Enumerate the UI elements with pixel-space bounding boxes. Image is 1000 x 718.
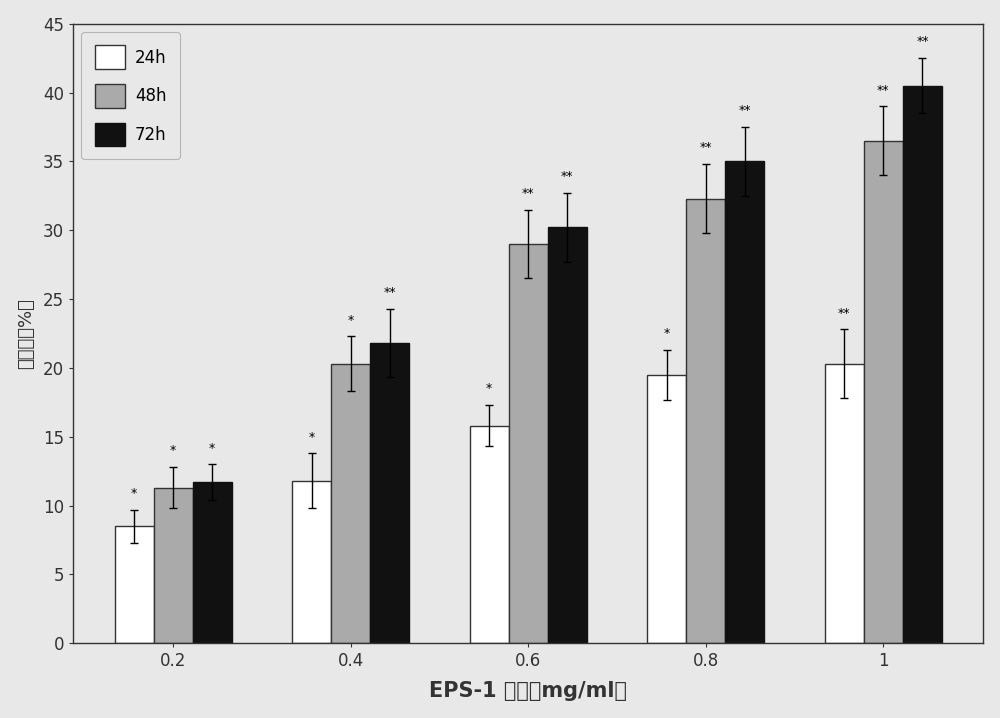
Bar [470, 426, 509, 643]
Bar [864, 141, 903, 643]
Bar [647, 375, 686, 643]
Bar [331, 364, 370, 643]
Bar [725, 162, 764, 643]
Y-axis label: 抑制率（%）: 抑制率（%） [17, 298, 35, 369]
Bar [825, 364, 864, 643]
Text: **: ** [561, 170, 574, 183]
Legend: 24h, 48h, 72h: 24h, 48h, 72h [81, 32, 180, 159]
Text: **: ** [877, 83, 890, 97]
Text: *: * [348, 314, 354, 327]
Bar [292, 481, 331, 643]
Text: *: * [170, 444, 176, 457]
Text: **: ** [838, 307, 851, 320]
Bar [154, 488, 193, 643]
Text: *: * [486, 383, 492, 396]
Text: *: * [131, 487, 137, 500]
Text: **: ** [739, 104, 751, 117]
Text: **: ** [700, 141, 712, 154]
Bar [509, 244, 548, 643]
Text: *: * [664, 327, 670, 340]
Bar [903, 85, 942, 643]
Text: **: ** [383, 286, 396, 299]
Text: *: * [308, 431, 315, 444]
Bar [193, 482, 232, 643]
Bar [548, 228, 587, 643]
Text: **: ** [916, 35, 929, 48]
Bar [370, 343, 409, 643]
Text: *: * [209, 442, 215, 454]
Bar [686, 198, 725, 643]
Bar [115, 526, 154, 643]
Text: **: ** [522, 187, 534, 200]
X-axis label: EPS-1 浓度（mg/ml）: EPS-1 浓度（mg/ml） [429, 681, 627, 701]
